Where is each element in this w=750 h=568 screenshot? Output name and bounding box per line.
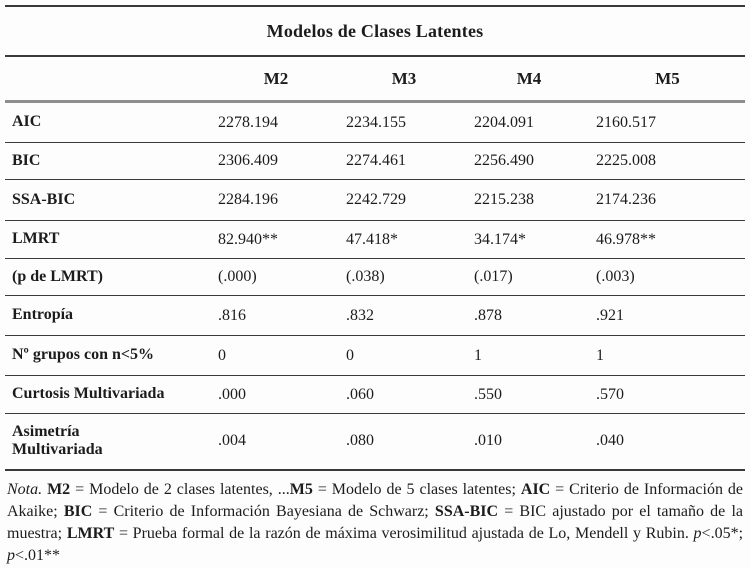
- cell-curtosis-m2: .000: [212, 375, 340, 414]
- table-row-bic: BIC 2306.409 2274.461 2256.490 2225.008: [5, 142, 746, 180]
- table-row-lmrt: LMRT 82.940** 47.418* 34.174* 46.978**: [5, 220, 746, 259]
- cell-ssa-bic-m3: 2242.729: [340, 179, 468, 221]
- cell-p-lmrt-m5: (.003): [590, 258, 746, 296]
- column-header-m3: M3: [340, 56, 468, 103]
- cell-ssa-bic-m4: 2215.238: [468, 179, 590, 221]
- cell-entropia-m2: .816: [212, 295, 340, 336]
- row-label-curtosis: Curtosis Multivariada: [5, 375, 212, 414]
- table-note: Nota. M2 = Modelo de 2 clases latentes, …: [7, 480, 744, 564]
- row-label-ssa-bic: SSA-BIC: [5, 179, 212, 221]
- cell-curtosis-m3: .060: [340, 375, 468, 414]
- cell-n-grupos-m5: 1: [590, 335, 746, 376]
- cell-entropia-m3: .832: [340, 295, 468, 336]
- column-header-m4: M4: [468, 56, 590, 103]
- table-row-curtosis: Curtosis Multivariada .000 .060 .550 .57…: [5, 375, 746, 414]
- column-header-m5: M5: [590, 56, 746, 103]
- cell-bic-m4: 2256.490: [468, 142, 590, 180]
- row-label-n-grupos: Nº grupos con n<5%: [5, 335, 212, 376]
- cell-asimetria-m3: .080: [340, 413, 468, 471]
- cell-entropia-m5: .921: [590, 295, 746, 336]
- cell-lmrt-m3: 47.418*: [340, 220, 468, 259]
- cell-aic-m4: 2204.091: [468, 101, 590, 143]
- table-row-aic: AIC 2278.194 2234.155 2204.091 2160.517: [5, 101, 746, 143]
- table-row-ssa-bic: SSA-BIC 2284.196 2242.729 2215.238 2174.…: [5, 179, 746, 221]
- cell-aic-m3: 2234.155: [340, 101, 468, 143]
- cell-bic-m2: 2306.409: [212, 142, 340, 180]
- table-title: Modelos de Clases Latentes: [5, 6, 746, 57]
- table-title-row: Modelos de Clases Latentes: [5, 6, 746, 57]
- column-header-m2: M2: [212, 56, 340, 103]
- cell-n-grupos-m3: 0: [340, 335, 468, 376]
- row-label-bic: BIC: [5, 142, 212, 180]
- cell-curtosis-m4: .550: [468, 375, 590, 414]
- latent-class-models-table: Modelos de Clases Latentes M2 M3 M4 M5 A…: [5, 5, 746, 471]
- cell-ssa-bic-m5: 2174.236: [590, 179, 746, 221]
- cell-entropia-m4: .878: [468, 295, 590, 336]
- cell-ssa-bic-m2: 2284.196: [212, 179, 340, 221]
- row-label-lmrt: LMRT: [5, 220, 212, 259]
- cell-p-lmrt-m2: (.000): [212, 258, 340, 296]
- table-row-entropia: Entropía .816 .832 .878 .921: [5, 295, 746, 336]
- table-row-n-grupos: Nº grupos con n<5% 0 0 1 1: [5, 335, 746, 376]
- row-label-aic: AIC: [5, 101, 212, 143]
- cell-asimetria-m2: .004: [212, 413, 340, 471]
- cell-aic-m2: 2278.194: [212, 101, 340, 143]
- cell-asimetria-m5: .040: [590, 413, 746, 471]
- cell-lmrt-m2: 82.940**: [212, 220, 340, 259]
- column-header-row: M2 M3 M4 M5: [5, 56, 746, 103]
- corner-cell: [5, 56, 212, 103]
- cell-n-grupos-m4: 1: [468, 335, 590, 376]
- cell-bic-m3: 2274.461: [340, 142, 468, 180]
- cell-curtosis-m5: .570: [590, 375, 746, 414]
- table-row-p-lmrt: (p de LMRT) (.000) (.038) (.017) (.003): [5, 258, 746, 296]
- cell-asimetria-m4: .010: [468, 413, 590, 471]
- cell-aic-m5: 2160.517: [590, 101, 746, 143]
- cell-lmrt-m5: 46.978**: [590, 220, 746, 259]
- row-label-asimetria: Asimetría Multivariada: [5, 413, 212, 471]
- cell-bic-m5: 2225.008: [590, 142, 746, 180]
- table-row-asimetria: Asimetría Multivariada .004 .080 .010 .0…: [5, 413, 746, 471]
- row-label-entropia: Entropía: [5, 295, 212, 336]
- cell-p-lmrt-m3: (.038): [340, 258, 468, 296]
- cell-lmrt-m4: 34.174*: [468, 220, 590, 259]
- cell-p-lmrt-m4: (.017): [468, 258, 590, 296]
- row-label-p-lmrt: (p de LMRT): [5, 258, 212, 296]
- cell-n-grupos-m2: 0: [212, 335, 340, 376]
